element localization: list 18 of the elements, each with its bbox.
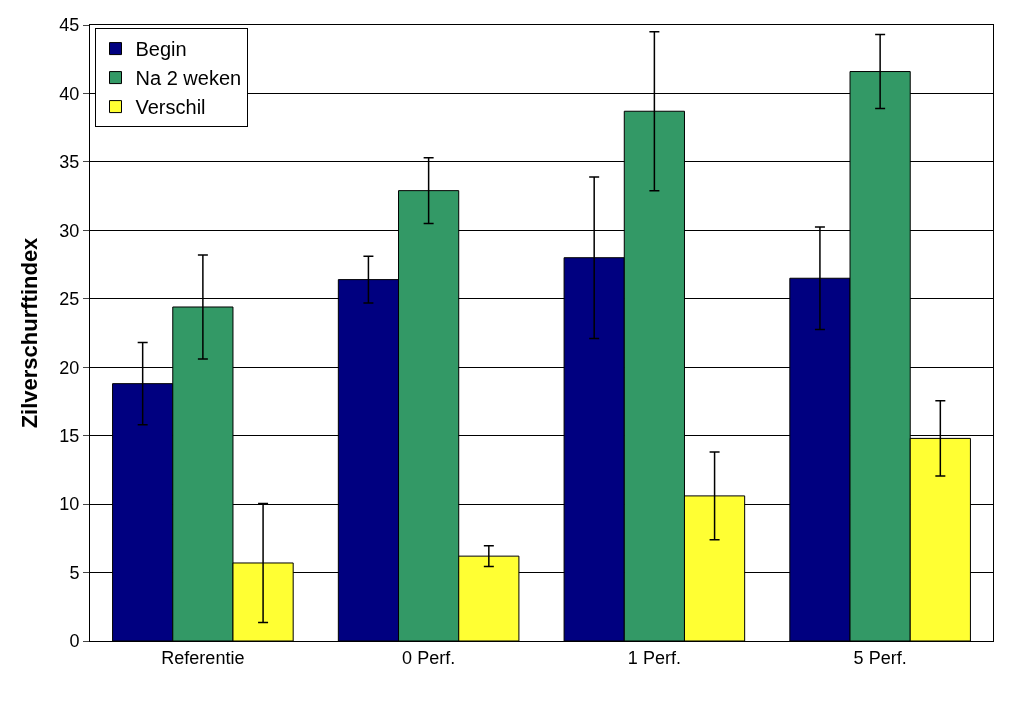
x-tick-label: 1 Perf. [627,647,681,668]
y-tick-label: 45 [59,15,80,36]
y-tick-label: 5 [69,562,80,583]
y-tick-label: 20 [59,357,80,378]
x-tick-label: 0 Perf. [402,647,456,668]
y-tick-label: 30 [59,220,80,241]
y-tick-label: 10 [59,494,80,515]
x-tick-label: Referentie [161,647,245,668]
y-tick-label: 35 [59,152,80,173]
legend-label: Na 2 weken [135,67,242,90]
x-tick-label: 5 Perf. [853,647,907,668]
legend-label: Verschil [135,96,206,119]
y-tick-label: 15 [59,425,80,446]
y-tick-label: 25 [59,289,80,310]
y-tick-label: 40 [59,83,80,104]
legend-label: Begin [135,38,187,61]
y-axis-title: Zilverschurftindex [17,236,43,429]
y-tick-label: 0 [69,631,80,652]
